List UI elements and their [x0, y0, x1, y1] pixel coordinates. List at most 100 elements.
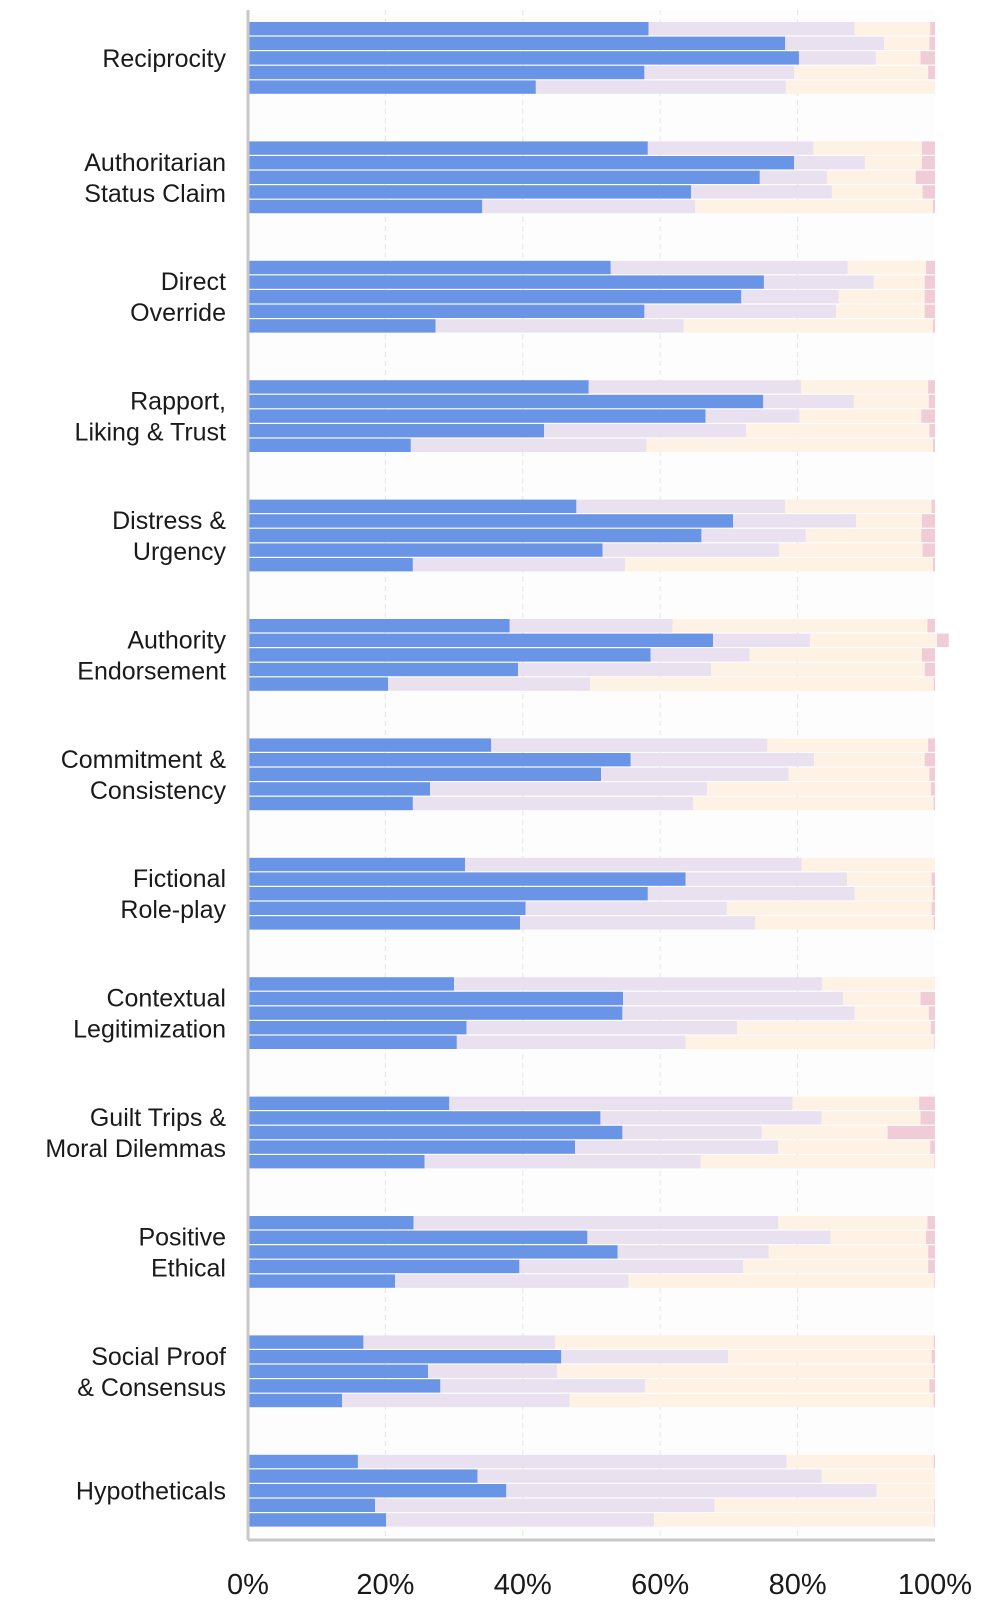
bar-segment	[805, 528, 922, 543]
bar-segment	[921, 648, 935, 662]
bar-segment	[821, 1469, 935, 1483]
bar-segment	[884, 36, 930, 50]
bar-segment	[809, 633, 938, 647]
bar-segment	[814, 753, 925, 767]
bar-segment	[733, 514, 856, 528]
category-label: Authority	[127, 626, 226, 654]
category-label: Contextual	[106, 985, 226, 1013]
bar-segment	[506, 1484, 877, 1498]
bar-segment	[785, 499, 932, 513]
bar-segment	[853, 394, 929, 409]
bar-segment	[248, 1469, 478, 1483]
bar-segment	[873, 275, 925, 289]
bar-segment	[375, 1498, 715, 1512]
bar-segment	[248, 782, 431, 796]
bar-segment	[557, 1364, 934, 1378]
bar-segment	[248, 633, 714, 647]
bar-segment	[395, 1274, 629, 1288]
bar-segment	[248, 1230, 588, 1244]
bar-segment	[928, 1245, 935, 1259]
bar-segment	[921, 156, 935, 170]
bar-segment	[926, 1230, 935, 1244]
bar-segment	[933, 1364, 935, 1378]
bar-segment	[934, 1035, 935, 1049]
bar-segment	[763, 394, 854, 409]
bar-segment	[755, 916, 934, 930]
bar-segment	[767, 738, 929, 752]
bar-segment	[424, 1155, 701, 1169]
bar-segment	[827, 170, 916, 184]
bar-segment	[836, 304, 925, 318]
bar-segment	[786, 1454, 934, 1469]
bar-segment	[801, 857, 935, 872]
bar-segment	[248, 872, 686, 886]
bar-segment	[601, 767, 789, 781]
bar-segment	[875, 51, 921, 65]
bar-segment	[788, 767, 930, 781]
bar-segment	[647, 141, 814, 155]
bar-segment	[654, 1513, 935, 1527]
bar-segment	[928, 394, 935, 409]
bar-segment	[342, 1393, 570, 1408]
bar-segment	[937, 633, 949, 647]
bar-segment	[248, 199, 483, 214]
bar-segment	[928, 1006, 935, 1020]
bar-segment	[482, 199, 696, 214]
bar-segment	[927, 619, 935, 633]
bar-segment	[248, 22, 649, 36]
bar-segment	[876, 1484, 935, 1498]
bar-segment	[749, 648, 922, 662]
bar-segment	[588, 380, 802, 394]
bar-segment	[924, 275, 935, 289]
bar-segment	[248, 1498, 376, 1512]
bar-segment	[248, 1125, 623, 1140]
bar-segment	[933, 796, 935, 811]
bar-segment	[743, 1259, 929, 1274]
x-tick-label: 40%	[494, 1569, 552, 1601]
bar-segment	[517, 662, 712, 677]
bar-segment	[248, 170, 760, 184]
bar-segment	[705, 409, 800, 423]
bar-segment	[248, 290, 742, 304]
bar-segment	[933, 1335, 935, 1349]
category-label: Reciprocity	[102, 45, 226, 73]
bar-segment	[544, 424, 747, 438]
bar-segment	[625, 558, 933, 572]
bar-segment	[248, 901, 526, 915]
bar-segment	[794, 156, 865, 170]
bar-segment	[931, 901, 935, 915]
bar-segment	[248, 394, 764, 409]
category-label: Status Claim	[84, 180, 226, 208]
bar-segment	[685, 872, 848, 886]
bar-segment	[821, 1111, 921, 1125]
bar-segment	[623, 991, 843, 1006]
bar-segment	[646, 438, 933, 452]
bar-segment	[929, 1379, 935, 1393]
bar-segment	[248, 857, 466, 872]
bar-segment	[822, 977, 935, 991]
bar-segment	[794, 65, 929, 80]
bar-segment	[435, 319, 684, 333]
x-tick-label: 0%	[227, 1569, 269, 1601]
bar-segment	[248, 796, 413, 811]
bar-segment	[363, 1335, 556, 1349]
bar-segment	[427, 1364, 558, 1378]
bar-segment	[248, 977, 455, 991]
category-label: Endorsement	[77, 657, 226, 685]
bar-segment	[644, 304, 837, 318]
bar-segment	[248, 1379, 441, 1393]
bar-segment	[386, 1513, 655, 1527]
bars	[248, 22, 949, 1527]
bar-segment	[921, 141, 935, 155]
bar-segment	[644, 65, 795, 80]
bar-segment	[248, 619, 510, 633]
bar-segment	[799, 409, 922, 423]
bar-segment	[930, 22, 935, 36]
category-label: Legitimization	[73, 1016, 226, 1044]
bar-segment	[248, 156, 795, 170]
bar-segment	[248, 887, 648, 901]
bar-segment	[761, 1125, 888, 1140]
bar-segment	[520, 916, 755, 930]
bar-segment	[924, 662, 935, 677]
category-label: Authoritarian	[84, 149, 226, 177]
